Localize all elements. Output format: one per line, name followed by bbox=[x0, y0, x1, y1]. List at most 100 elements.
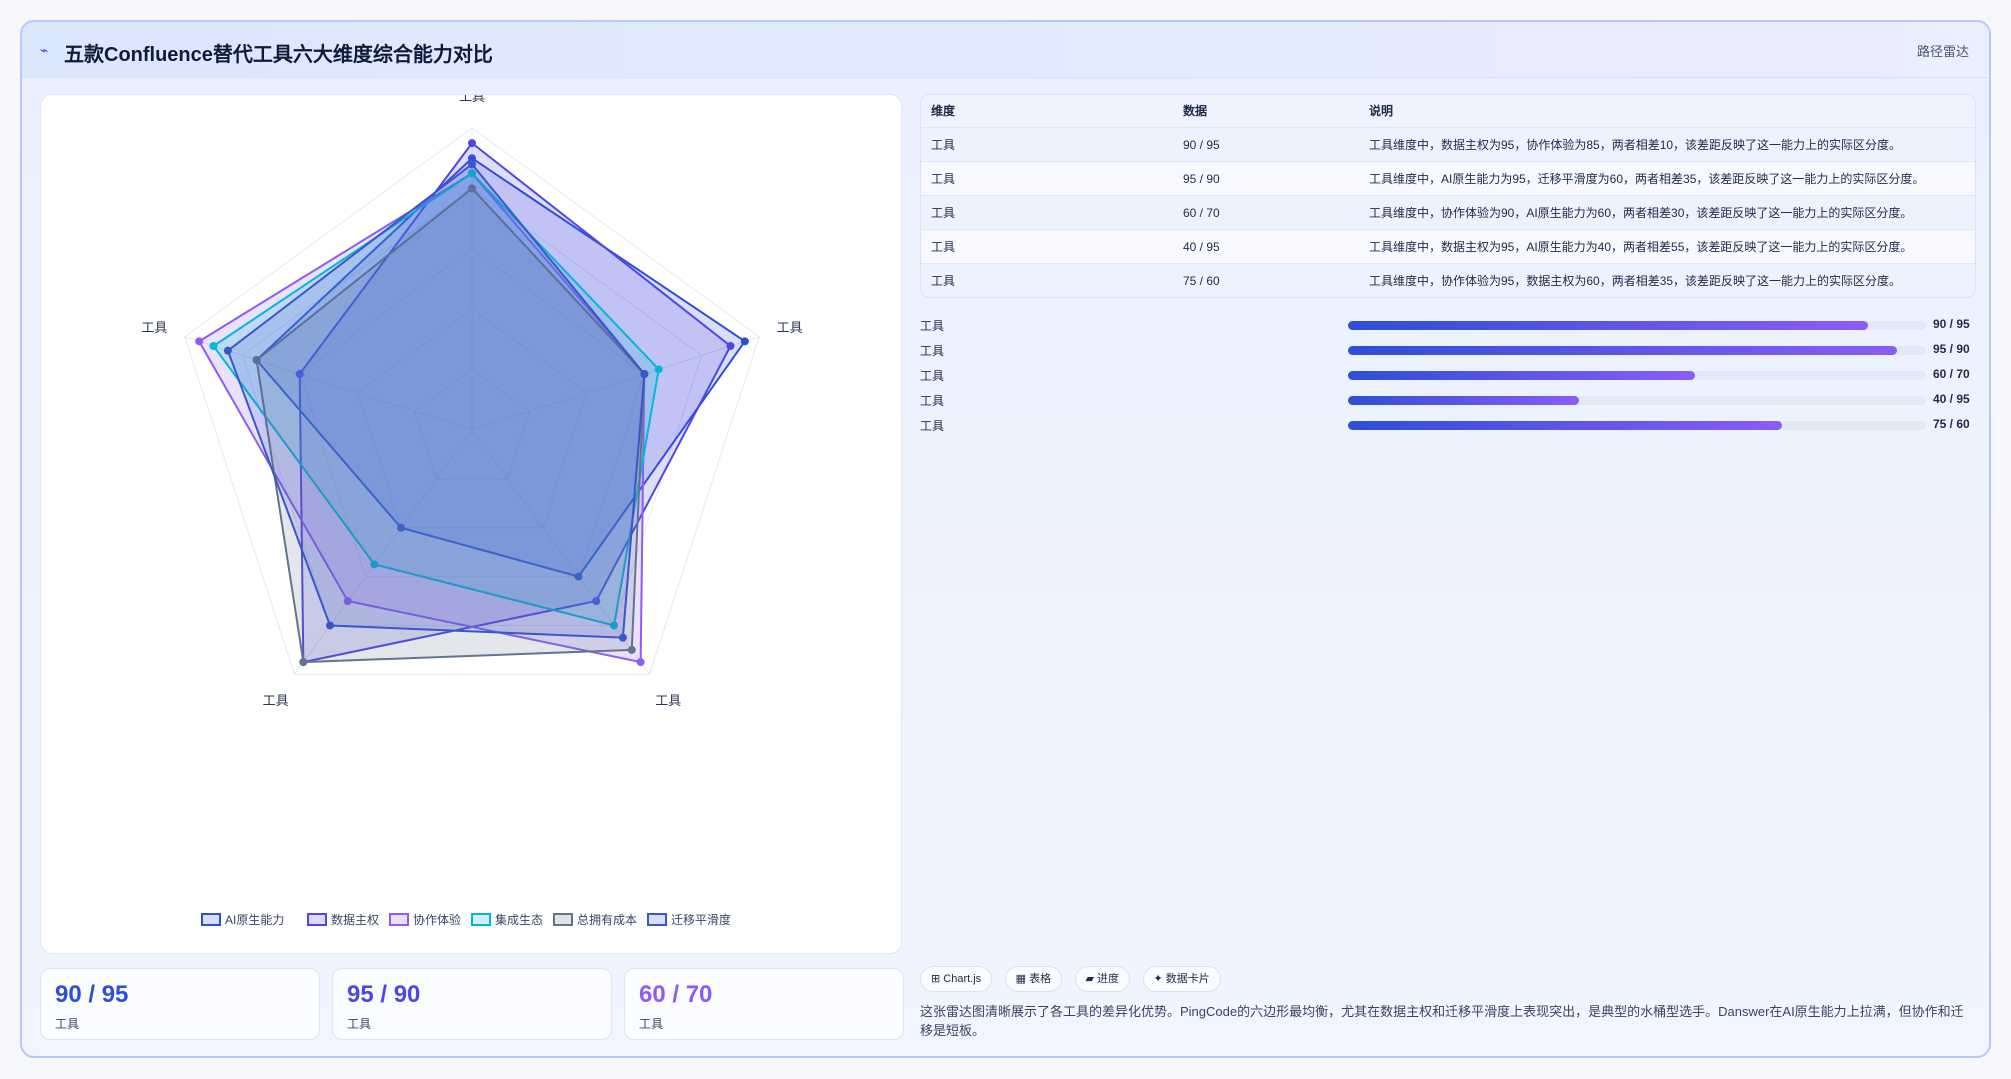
legend-swatch bbox=[307, 913, 327, 926]
kpi-value: 90 / 95 bbox=[55, 981, 129, 1008]
progress-row: 工具 90 / 95 bbox=[920, 314, 1976, 339]
radar-axis-label: 工具 bbox=[141, 320, 167, 335]
legend-swatch bbox=[647, 913, 667, 926]
radar-data-point bbox=[396, 523, 405, 532]
radar-data-point bbox=[468, 139, 476, 148]
radar-data-point bbox=[295, 370, 304, 379]
radar-data-point bbox=[627, 645, 636, 654]
view-chips: ⊞ Chart.js ▦ 表格 ▰ 进度 ✦ 数据卡片 bbox=[920, 966, 1229, 992]
table-header-cell: 数据 bbox=[1183, 104, 1208, 118]
chip-chartjs[interactable]: ⊞ Chart.js bbox=[920, 966, 993, 992]
chip-data-cards[interactable]: ✦ 数据卡片 bbox=[1142, 966, 1221, 992]
progress-row: 工具 75 / 60 bbox=[920, 414, 1976, 439]
table-header-cell: 维度 bbox=[931, 104, 956, 118]
radar-data-point bbox=[468, 169, 476, 178]
radar-axis-label: 工具 bbox=[459, 95, 485, 104]
radar-data-point bbox=[468, 184, 476, 193]
progress-track bbox=[1348, 371, 1926, 380]
radar-logo-icon: ⌁ bbox=[40, 42, 49, 58]
progress-value: 40 / 95 bbox=[1933, 392, 1970, 406]
table-row: 工具 75 / 60 工具维度中，协作体验为95，数据主权为60，两者相差35，… bbox=[921, 263, 1975, 297]
table-cell: 工具 bbox=[931, 138, 956, 152]
radar-axis-label: 工具 bbox=[263, 693, 289, 708]
progress-fill bbox=[1348, 321, 1869, 330]
insight-text: 这张雷达图清晰展示了各工具的差异化优势。PingCode的六边形最均衡，尤其在数… bbox=[920, 1004, 1964, 1038]
progress-row: 工具 95 / 90 bbox=[920, 339, 1976, 364]
table-cell: 工具维度中，AI原生能力为95，迁移平滑度为60，两者相差35，该差距反映了这一… bbox=[1369, 172, 1925, 186]
progress-label: 工具 bbox=[920, 394, 945, 408]
kpi-card-2: 95 / 90 工具 bbox=[332, 968, 612, 1040]
table-cell: 60 / 70 bbox=[1183, 206, 1220, 220]
radar-data-point bbox=[343, 597, 352, 606]
progress-track bbox=[1348, 346, 1926, 355]
legend-swatch bbox=[471, 913, 491, 926]
table-cell: 工具 bbox=[931, 206, 956, 220]
progress-track bbox=[1348, 396, 1926, 405]
progress-row: 工具 40 / 95 bbox=[920, 389, 1976, 414]
comparison-table: 维度 数据 说明 工具 90 / 95 工具维度中，数据主权为95，协作体验为8… bbox=[920, 94, 1976, 298]
legend-label: 总拥有成本 bbox=[577, 913, 637, 927]
table-cell: 75 / 60 bbox=[1183, 274, 1220, 288]
chart-type-tag: 路径雷达 bbox=[1916, 44, 1969, 59]
page-title: 五款Confluence替代工具六大维度综合能力对比 bbox=[64, 44, 493, 66]
legend-swatch bbox=[553, 913, 573, 926]
table-cell: 工具 bbox=[931, 240, 956, 254]
radar-data-point bbox=[592, 597, 601, 606]
kpi-label: 工具 bbox=[639, 1017, 664, 1031]
radar-spoke bbox=[471, 336, 760, 431]
table-cell: 工具维度中，协作体验为95，数据主权为60，两者相差35，该差距反映了这一能力上… bbox=[1369, 274, 1902, 288]
table-row: 工具 90 / 95 工具维度中，数据主权为95，协作体验为85，两者相差10，… bbox=[921, 127, 1975, 161]
radar-data-point bbox=[610, 621, 619, 630]
table-row: 工具 60 / 70 工具维度中，协作体验为90，AI原生能力为60，两者相差3… bbox=[921, 195, 1975, 229]
radar-data-point bbox=[636, 658, 645, 667]
table-cell: 工具 bbox=[931, 274, 956, 288]
radar-data-point bbox=[574, 572, 583, 581]
progress-track bbox=[1348, 421, 1926, 430]
table-cell: 95 / 90 bbox=[1183, 172, 1220, 186]
radar-series-area bbox=[255, 187, 646, 664]
radar-axis-label: 工具 bbox=[655, 693, 681, 708]
legend-swatch bbox=[201, 913, 221, 926]
progress-label: 工具 bbox=[920, 369, 945, 383]
radar-series-area bbox=[298, 142, 732, 664]
radar-data-point bbox=[740, 337, 749, 346]
kpi-value: 95 / 90 bbox=[347, 981, 421, 1008]
radar-data-point bbox=[370, 560, 379, 569]
radar-data-point bbox=[252, 356, 261, 365]
legend-label: 数据主权 bbox=[331, 912, 379, 927]
progress-value: 95 / 90 bbox=[1933, 342, 1970, 356]
radar-data-point bbox=[325, 621, 334, 630]
table-row: 工具 95 / 90 工具维度中，AI原生能力为95，迁移平滑度为60，两者相差… bbox=[921, 161, 1975, 195]
radar-data-point bbox=[299, 658, 308, 667]
radar-data-point bbox=[640, 370, 649, 379]
radar-grid-ring bbox=[356, 308, 588, 529]
table-header-row: 维度 数据 说明 bbox=[921, 95, 1975, 127]
progress-label: 工具 bbox=[920, 419, 945, 433]
chip-table[interactable]: ▦ 表格 bbox=[1004, 966, 1063, 992]
radar-grid-ring bbox=[184, 127, 760, 675]
table-header-cell: 说明 bbox=[1369, 104, 1394, 118]
radar-data-point bbox=[618, 633, 627, 642]
radar-chart-card: 工具 工具 工具 工具 工具 AI原生能力 数据主权 协作体验 集成生态 总拥有成本 迁移平滑度 bbox=[40, 94, 902, 954]
kpi-label: 工具 bbox=[55, 1017, 80, 1031]
table-cell: 工具维度中，数据主权为95，AI原生能力为40，两者相差55，该差距反映了这一能… bbox=[1369, 240, 1913, 254]
radar-data-point bbox=[195, 337, 204, 346]
progress-list: 工具 90 / 95 工具 95 / 90 工具 60 / 70 工具 40 /… bbox=[920, 314, 1976, 444]
radar-data-point bbox=[223, 346, 232, 355]
kpi-label: 工具 bbox=[347, 1017, 372, 1031]
chip-progress[interactable]: ▰ 进度 bbox=[1074, 966, 1131, 992]
progress-fill bbox=[1348, 371, 1695, 380]
table-cell: 工具维度中，数据主权为95，协作体验为85，两者相差10，该差距反映了这一能力上… bbox=[1369, 138, 1902, 152]
progress-label: 工具 bbox=[920, 344, 945, 358]
table-row: 工具 40 / 95 工具维度中，数据主权为95，AI原生能力为40，两者相差5… bbox=[921, 229, 1975, 263]
progress-track bbox=[1348, 321, 1926, 330]
header-bar: ⌁ 五款Confluence替代工具六大维度综合能力对比 路径雷达 bbox=[22, 22, 1989, 78]
radar-grid-ring bbox=[241, 187, 703, 626]
progress-fill bbox=[1348, 346, 1898, 355]
radar-data-point bbox=[654, 365, 663, 374]
radar-axis-label: 工具 bbox=[777, 320, 803, 335]
radar-data-point bbox=[468, 154, 476, 163]
radar-spoke bbox=[184, 336, 473, 431]
kpi-card-3: 60 / 70 工具 bbox=[624, 968, 904, 1040]
